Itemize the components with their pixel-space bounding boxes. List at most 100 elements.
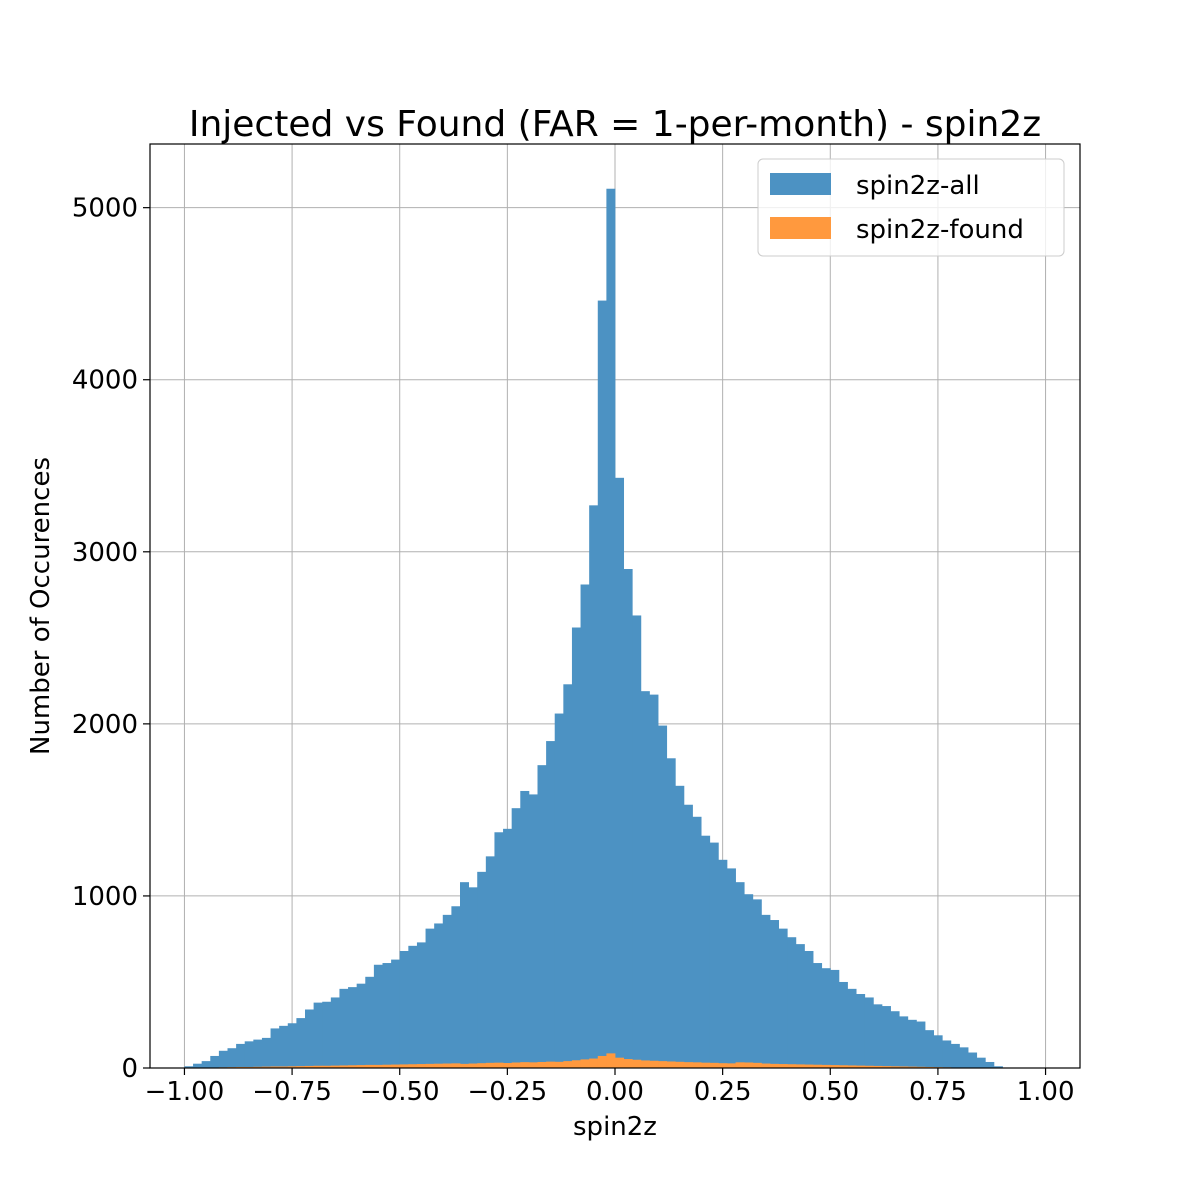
bar-spin2z-all-77 [847,988,857,1068]
bar-spin2z-all-58 [683,804,693,1068]
bar-spin2z-all-93 [985,1061,995,1068]
bar-spin2z-all-47 [589,505,599,1068]
bar-spin2z-all-64 [735,882,745,1068]
bar-spin2z-found-83 [899,1066,909,1068]
bar-spin2z-found-25 [399,1064,409,1068]
x-tick-label: −1.00 [145,1077,225,1107]
bar-spin2z-all-70 [787,937,797,1068]
bar-spin2z-all-57 [675,785,685,1068]
y-tick-label: 1000 [72,882,138,912]
bar-spin2z-found-78 [856,1065,866,1068]
bar-spin2z-found-74 [821,1064,831,1068]
bar-spin2z-all-53 [640,691,650,1068]
bar-spin2z-all-89 [950,1043,960,1068]
bar-spin2z-all-25 [399,950,409,1068]
x-tick-label: −0.50 [360,1077,440,1107]
bar-spin2z-all-1 [193,1063,203,1068]
bar-spin2z-found-38 [511,1062,521,1068]
bar-spin2z-all-21 [365,976,375,1068]
bar-spin2z-found-35 [485,1062,495,1068]
bar-spin2z-all-49 [606,188,616,1068]
bar-spin2z-found-57 [675,1061,685,1068]
bar-spin2z-all-68 [770,920,780,1068]
bar-spin2z-found-33 [468,1063,478,1068]
bar-spin2z-all-73 [813,963,823,1068]
bar-spin2z-all-56 [666,758,676,1068]
bar-spin2z-all-29 [434,923,444,1068]
bar-spin2z-all-52 [632,615,642,1068]
y-tick-label: 4000 [72,366,138,396]
bar-spin2z-all-84 [907,1019,917,1068]
bar-spin2z-all-38 [511,808,521,1068]
bar-spin2z-found-13 [296,1066,306,1068]
bar-spin2z-found-20 [356,1065,366,1068]
bar-spin2z-found-62 [718,1063,728,1068]
y-tick-label: 0 [121,1054,138,1084]
bar-spin2z-all-20 [356,983,366,1068]
bar-spin2z-all-32 [460,882,470,1068]
bar-spin2z-found-14 [305,1065,315,1068]
bar-spin2z-found-40 [528,1062,538,1068]
legend-label-found: spin2z-found [856,215,1024,245]
bar-spin2z-found-29 [434,1063,444,1068]
bar-spin2z-found-26 [408,1064,418,1068]
bar-spin2z-found-79 [864,1065,874,1068]
bar-spin2z-all-0 [184,1066,194,1068]
bar-spin2z-all-41 [537,765,547,1068]
bar-spin2z-found-53 [640,1060,650,1068]
bar-spin2z-all-33 [468,887,478,1068]
bar-spin2z-found-39 [520,1062,530,1068]
bar-spin2z-all-67 [761,914,771,1068]
bar-spin2z-all-18 [339,988,349,1068]
bar-spin2z-all-11 [279,1025,289,1068]
x-tick-label: 0.75 [909,1077,967,1107]
bar-spin2z-found-16 [322,1065,332,1068]
bar-spin2z-found-77 [847,1065,857,1068]
bar-spin2z-found-46 [580,1059,590,1068]
bar-spin2z-found-58 [683,1062,693,1068]
bar-spin2z-all-9 [261,1037,271,1068]
bar-spin2z-all-2 [201,1061,211,1068]
bar-spin2z-all-31 [451,906,461,1068]
bar-spin2z-found-19 [348,1065,358,1068]
bar-spin2z-all-86 [925,1030,935,1068]
bar-spin2z-all-48 [597,300,607,1068]
bar-spin2z-all-17 [330,997,340,1068]
series-spin2z-all [184,188,1003,1068]
x-tick-label: 1.00 [1017,1077,1075,1107]
bar-spin2z-all-87 [933,1035,943,1068]
bar-spin2z-found-52 [632,1059,642,1068]
legend-label-all: spin2z-all [856,171,980,201]
y-axis-label: Number of Occurences [26,457,56,755]
bar-spin2z-found-9 [261,1066,271,1068]
x-tick-label: 0.00 [586,1077,644,1107]
series-spin2z-found [193,1053,995,1068]
bar-spin2z-all-81 [881,1006,891,1068]
bar-spin2z-found-65 [744,1062,754,1068]
bar-spin2z-all-91 [968,1052,978,1068]
bar-spin2z-all-44 [563,684,573,1068]
bar-spin2z-found-17 [330,1065,340,1068]
bar-spin2z-all-5 [227,1048,237,1068]
bar-spin2z-found-69 [778,1064,788,1068]
bar-spin2z-found-42 [546,1061,556,1068]
bar-spin2z-all-61 [709,842,719,1068]
legend-swatch-found [770,217,831,239]
bar-spin2z-found-43 [554,1061,564,1068]
bar-spin2z-found-68 [770,1063,780,1068]
bar-spin2z-found-28 [425,1063,435,1068]
bar-spin2z-all-4 [218,1050,228,1068]
x-tick-label: 0.25 [694,1077,752,1107]
bar-spin2z-all-13 [296,1018,306,1068]
bar-spin2z-found-21 [365,1064,375,1068]
bar-spin2z-found-66 [752,1062,762,1068]
bar-spin2z-all-75 [830,969,840,1068]
bar-spin2z-all-51 [623,569,633,1068]
bar-spin2z-found-18 [339,1065,349,1068]
bar-spin2z-found-81 [881,1066,891,1068]
bar-spin2z-found-54 [649,1060,659,1068]
bar-spin2z-all-39 [520,790,530,1068]
bar-spin2z-found-37 [503,1063,513,1068]
bar-spin2z-found-27 [416,1064,426,1068]
bar-spin2z-all-55 [658,725,668,1068]
